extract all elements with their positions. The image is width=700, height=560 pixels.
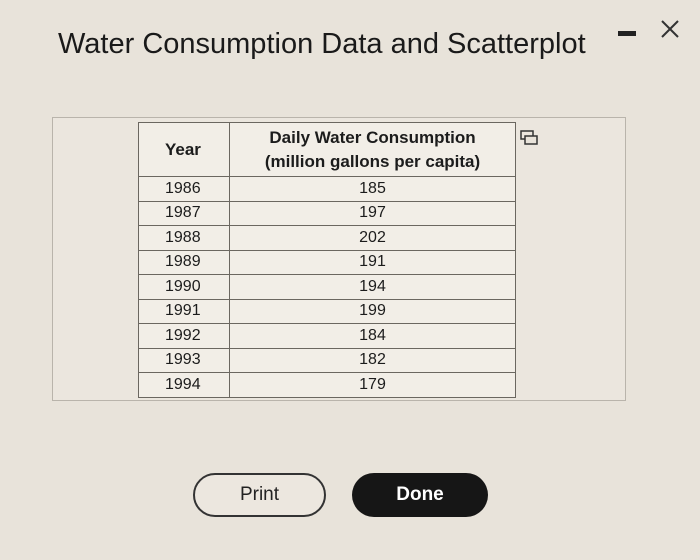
consumption-cell: 199 [229, 298, 516, 324]
consumption-cell: 197 [229, 200, 516, 226]
year-cell: 1987 [138, 200, 230, 226]
table-row: 1988 202 [138, 225, 516, 251]
year-cell: 1993 [138, 347, 230, 373]
year-cell: 1988 [138, 225, 230, 251]
header-line: Daily Water Consumption [269, 127, 476, 147]
print-button[interactable]: Print [193, 473, 326, 517]
year-cell: 1989 [138, 249, 230, 275]
year-cell: 1994 [138, 372, 230, 398]
table-row: 1993 182 [138, 347, 516, 373]
dialog-title: Water Consumption Data and Scatterplot [58, 28, 586, 60]
column-header: Year [138, 122, 230, 177]
consumption-cell: 184 [229, 323, 516, 349]
table-body: 1986 185 1987 197 1988 202 1989 191 1990 194 1991 1… [138, 176, 516, 398]
year-cell: 1986 [138, 176, 230, 202]
copy-icon[interactable] [520, 130, 538, 146]
table-row: 1991 199 [138, 298, 516, 324]
consumption-cell: 191 [229, 249, 516, 275]
table-row: 1990 194 [138, 274, 516, 300]
close-button[interactable] [659, 18, 681, 40]
table-row: 1989 191 [138, 249, 516, 275]
minimize-button[interactable] [618, 31, 636, 36]
done-button[interactable]: Done [352, 473, 488, 517]
year-cell: 1992 [138, 323, 230, 349]
consumption-cell: 179 [229, 372, 516, 398]
table-row: 1992 184 [138, 323, 516, 349]
data-table: Year Daily Water Consumption (million ga… [138, 122, 516, 398]
year-cell: 1990 [138, 274, 230, 300]
header-row: Year Daily Water Consumption (million ga… [138, 122, 516, 177]
table-row: 1994 179 [138, 372, 516, 398]
consumption-cell: 194 [229, 274, 516, 300]
consumption-cell: 202 [229, 225, 516, 251]
header-line: (million gallons per capita) [264, 151, 481, 171]
consumption-cell: 185 [229, 176, 516, 202]
year-cell: 1991 [138, 298, 230, 324]
table-row: 1987 197 [138, 200, 516, 226]
column-header: Daily Water Consumption (million gallons… [229, 122, 516, 177]
table-header: Year Daily Water Consumption (million ga… [138, 122, 516, 177]
consumption-cell: 182 [229, 347, 516, 373]
table-row: 1986 185 [138, 176, 516, 202]
